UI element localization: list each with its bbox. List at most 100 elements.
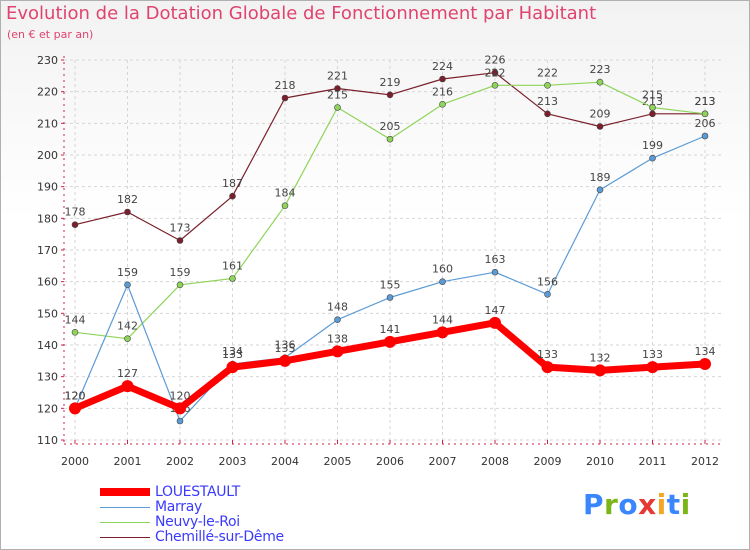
data-point [71, 329, 79, 336]
data-label: 160 [432, 263, 453, 276]
brand-letter: i [680, 488, 691, 521]
y-tick-label: 120 [37, 402, 58, 415]
legend-swatch [100, 488, 150, 496]
data-label: 120 [65, 389, 86, 402]
chart-title: Evolution de la Dotation Globale de Fonc… [6, 3, 597, 24]
data-label: 219 [380, 76, 401, 89]
data-label: 147 [485, 304, 506, 317]
data-point [594, 364, 606, 377]
brand-logo: Proxiti [583, 488, 691, 521]
data-label: 134 [695, 345, 716, 358]
data-label: 182 [117, 193, 138, 206]
y-tick-label: 200 [37, 149, 58, 162]
data-point [649, 104, 656, 111]
brand-letter: i [656, 488, 667, 521]
data-point [491, 69, 499, 76]
data-point [541, 361, 554, 374]
data-label: 215 [327, 89, 348, 102]
data-label: 216 [432, 85, 453, 98]
y-tick-label: 150 [37, 307, 58, 320]
data-label: 156 [537, 275, 558, 288]
data-label: 134 [222, 345, 243, 358]
data-point [386, 135, 394, 143]
data-point [699, 358, 711, 370]
data-point [649, 110, 656, 118]
data-label: 178 [65, 206, 86, 219]
data-point [386, 294, 394, 301]
brand-letter: x [638, 488, 657, 521]
data-point [71, 221, 79, 228]
data-point [279, 354, 291, 367]
data-label: 127 [117, 367, 138, 380]
data-point [386, 91, 394, 99]
y-tick-label: 180 [37, 212, 58, 225]
y-tick-label: 110 [37, 434, 58, 447]
data-point [176, 281, 184, 289]
data-label: 226 [485, 54, 506, 67]
data-label: 213 [695, 95, 716, 108]
data-point [491, 82, 499, 89]
data-label: 218 [275, 79, 296, 92]
brand-letter: o [618, 488, 639, 521]
data-point [176, 237, 184, 244]
data-label: 222 [537, 66, 558, 79]
y-tick-label: 220 [37, 86, 58, 99]
data-label: 141 [380, 323, 401, 336]
legend-swatch [100, 522, 150, 523]
data-label: 136 [275, 339, 296, 352]
data-point [439, 75, 446, 83]
y-tick-label: 210 [37, 117, 58, 130]
data-label: 120 [170, 389, 191, 402]
data-point [124, 208, 131, 216]
data-label: 142 [117, 320, 138, 333]
data-label: 224 [432, 60, 453, 73]
data-label: 133 [222, 348, 243, 361]
y-tick-label: 230 [37, 54, 58, 67]
legend-item-louestault: LOUESTAULT [100, 484, 360, 500]
data-label: 223 [590, 63, 611, 76]
x-tick-label: 2000 [61, 455, 89, 468]
data-label: 133 [642, 348, 663, 361]
data-label: 184 [275, 187, 296, 200]
x-tick-label: 2002 [166, 455, 194, 468]
data-point [646, 361, 659, 374]
data-point [544, 82, 551, 89]
legend-item-chemille-sur-deme: Chemillé-sur-Dême [100, 529, 360, 545]
data-label: 163 [485, 253, 506, 266]
data-label: 209 [590, 108, 611, 121]
legend-label: Neuvy-le-Roi [155, 514, 240, 530]
data-label: 206 [695, 117, 716, 130]
data-label: 189 [590, 171, 611, 184]
data-point [596, 123, 604, 130]
data-label: 213 [537, 95, 558, 108]
x-tick-label: 2009 [534, 455, 562, 468]
chart-subtitle: (en € et par an) [7, 28, 94, 41]
data-label: 155 [380, 279, 401, 292]
legend-item-neuvy-le-roi: Neuvy-le-Roi [100, 514, 360, 530]
data-point [69, 402, 81, 415]
data-label: 159 [117, 266, 138, 279]
x-tick-label: 2010 [586, 455, 614, 468]
legend-label: LOUESTAULT [155, 484, 241, 500]
data-point [124, 281, 131, 289]
brand-letter: P [583, 488, 605, 521]
data-point [331, 345, 344, 358]
legend-swatch [100, 537, 150, 538]
x-tick-label: 2001 [114, 455, 142, 468]
data-label: 148 [327, 301, 348, 314]
data-point [334, 104, 341, 111]
data-point [701, 110, 709, 118]
y-tick-label: 160 [37, 276, 58, 289]
y-tick-label: 190 [37, 181, 58, 194]
data-point [229, 275, 236, 282]
data-point [436, 326, 449, 339]
data-label: 135 [275, 342, 296, 355]
x-tick-label: 2011 [639, 455, 667, 468]
legend-swatch [100, 507, 150, 508]
y-tick-label: 140 [37, 339, 58, 352]
data-point [439, 101, 446, 108]
data-label: 161 [222, 260, 243, 273]
data-point [701, 132, 709, 140]
x-tick-label: 2007 [429, 455, 457, 468]
line-chart: 110 120 130 140 150 160 170 180 190 200 210 220 230 2… [37, 54, 722, 468]
